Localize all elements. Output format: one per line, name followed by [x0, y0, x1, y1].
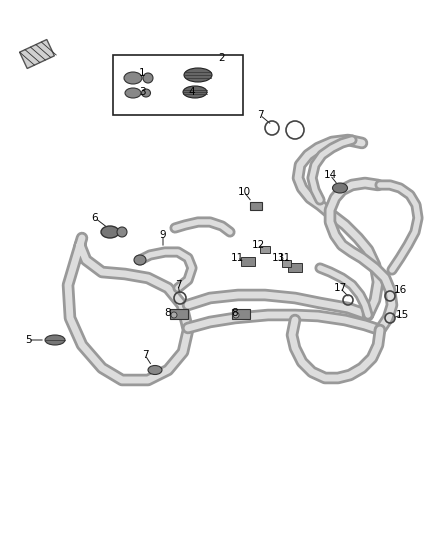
Text: 8: 8	[165, 308, 171, 318]
Bar	[113, 55, 243, 115]
Bar	[288, 263, 302, 272]
Text: 7: 7	[175, 280, 181, 290]
Bar	[260, 246, 270, 253]
Text: 5: 5	[25, 335, 31, 345]
Text: 7: 7	[257, 110, 263, 120]
Ellipse shape	[125, 88, 141, 98]
Bar	[232, 309, 250, 319]
Ellipse shape	[124, 72, 142, 84]
Text: 17: 17	[333, 283, 346, 293]
Ellipse shape	[134, 255, 146, 265]
Ellipse shape	[184, 68, 212, 82]
Text: 15: 15	[396, 310, 409, 320]
Text: 11: 11	[230, 253, 244, 263]
Text: 16: 16	[393, 285, 406, 295]
Text: 10: 10	[237, 187, 251, 197]
Circle shape	[233, 312, 239, 318]
Text: 2: 2	[219, 53, 225, 63]
Text: 3: 3	[139, 87, 145, 97]
Ellipse shape	[148, 366, 162, 375]
Text: 13: 13	[272, 253, 285, 263]
Ellipse shape	[143, 73, 153, 83]
Text: 7: 7	[141, 350, 148, 360]
Bar	[170, 309, 188, 319]
Text: 11: 11	[277, 253, 291, 263]
Text: 6: 6	[92, 213, 98, 223]
Text: 14: 14	[323, 170, 337, 180]
Text: 4: 4	[189, 87, 195, 97]
Bar	[282, 260, 291, 267]
Bar	[250, 202, 262, 210]
Text: 9: 9	[160, 230, 166, 240]
Text: 12: 12	[251, 240, 265, 250]
Ellipse shape	[141, 89, 151, 97]
Ellipse shape	[45, 335, 65, 345]
FancyBboxPatch shape	[20, 39, 54, 69]
Ellipse shape	[183, 86, 207, 98]
Text: 8: 8	[232, 308, 238, 318]
Text: 1: 1	[139, 68, 145, 78]
Ellipse shape	[101, 226, 119, 238]
Circle shape	[171, 312, 177, 318]
Bar	[241, 257, 255, 266]
Ellipse shape	[117, 227, 127, 237]
Ellipse shape	[332, 183, 347, 193]
